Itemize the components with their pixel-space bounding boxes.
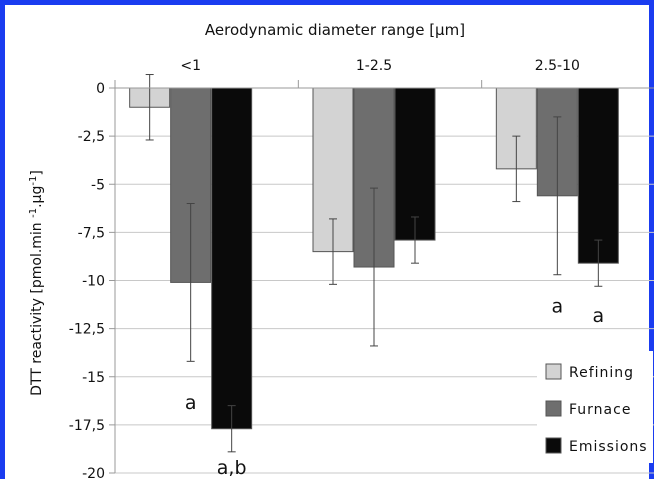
bar (394, 87, 436, 241)
significance-annotation: a (593, 305, 605, 327)
legend: Refining Furnace Emissions (537, 351, 653, 463)
category-labels: <1 1-2.5 2.5-10 (180, 58, 580, 74)
annotations: a a,b a a (185, 296, 604, 480)
bar (577, 87, 619, 264)
y-axis-label: DTT reactivity [pmol.min -1.µg-1] (28, 170, 46, 396)
ylabel-text: .µg (29, 186, 45, 208)
ylabel-superscript: -1 (28, 208, 39, 218)
y-tick-label: -5 (91, 177, 105, 193)
ylabel-superscript: -1 (28, 176, 39, 186)
significance-annotation: a (552, 296, 564, 318)
y-tick-label: -10 (82, 274, 105, 290)
legend-swatch (545, 400, 562, 417)
category-label: 2.5-10 (535, 58, 580, 74)
legend-label: Furnace (569, 402, 631, 418)
y-tick-label: -2,5 (78, 129, 105, 145)
bar-chart: Aerodynamic diameter range [µm] <1 1-2.5 2… (28, 21, 654, 482)
error-bars (145, 74, 603, 453)
significance-annotation: a (185, 392, 197, 414)
category-label: 1-2.5 (356, 58, 392, 74)
axes (114, 80, 654, 473)
y-tick-label: -7,5 (78, 225, 105, 241)
significance-annotation: a,b (217, 457, 247, 479)
y-tick-label: -12,5 (69, 322, 105, 338)
chart-title: Aerodynamic diameter range [µm] (205, 21, 465, 39)
y-tick-labels: 0 -2,5 -5 -7,5 -10 -12,5 -15 -17,5 -20 (69, 81, 105, 482)
y-tick-label: -15 (82, 370, 105, 386)
ylabel-text: DTT reactivity [pmol.min (29, 218, 45, 396)
y-tick-label: -17,5 (69, 418, 105, 434)
legend-swatch (545, 363, 562, 380)
y-tick-label: -20 (82, 466, 105, 482)
legend-swatch (545, 437, 562, 454)
y-tick-label: 0 (96, 81, 105, 97)
bar (211, 87, 253, 430)
legend-label: Emissions (569, 439, 648, 455)
category-label: <1 (180, 58, 201, 74)
ylabel-text: ] (29, 170, 45, 175)
legend-label: Refining (569, 365, 634, 381)
